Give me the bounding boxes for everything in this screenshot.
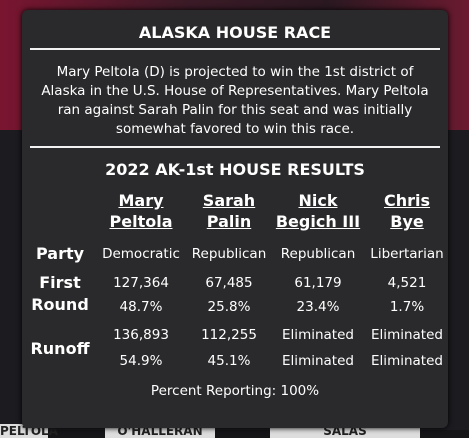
candidate-first-name: Chris xyxy=(383,191,431,210)
runoff-votes: 136,893 xyxy=(113,327,169,343)
runoff-votes: Eliminated xyxy=(282,327,354,343)
runoff-pct: 45.1% xyxy=(207,353,251,369)
modal-title: ALASKA HOUSE RACE xyxy=(138,23,332,42)
first-round-votes: 4,521 xyxy=(387,275,427,291)
description: Mary Peltola (D) is projected to win the… xyxy=(41,64,429,137)
candidate-last-name: Palin xyxy=(206,212,252,231)
row-label: Runoff xyxy=(30,339,90,358)
runoff-votes: Eliminated xyxy=(371,327,443,343)
divider xyxy=(30,146,440,148)
first-round-pct: 25.8% xyxy=(207,299,251,315)
candidate-last-name: Begich III xyxy=(275,212,361,231)
party: Libertarian xyxy=(370,246,444,262)
first-round-pct: 1.7% xyxy=(389,299,425,315)
candidate-last-name: Bye xyxy=(390,212,424,231)
divider xyxy=(30,48,440,50)
candidate-first-name: Nick xyxy=(298,191,338,210)
candidate-first-name: Mary xyxy=(118,191,164,210)
first-round-votes: 127,364 xyxy=(113,275,169,291)
footer: Percent Reporting: 100% xyxy=(150,383,320,399)
results-title: 2022 AK-1st HOUSE RESULTS xyxy=(105,160,365,179)
row-label: First Round xyxy=(31,273,89,314)
runoff-pct: Eliminated xyxy=(371,353,443,369)
results-modal: ALASKA HOUSE RACE Mary Peltola (D) is pr… xyxy=(22,10,448,428)
first-round-pct: 48.7% xyxy=(119,299,163,315)
runoff-pct: 54.9% xyxy=(119,353,163,369)
runoff-pct: Eliminated xyxy=(282,353,354,369)
row-label: Party xyxy=(35,244,85,263)
runoff-votes: 112,255 xyxy=(201,327,257,343)
first-round-votes: 67,485 xyxy=(205,275,253,291)
candidate-last-name: Peltola xyxy=(109,212,173,231)
party: Democratic xyxy=(102,246,180,262)
first-round-pct: 23.4% xyxy=(296,299,340,315)
candidate-first-name: Sarah xyxy=(202,191,256,210)
party: Republican xyxy=(280,246,356,262)
party: Republican xyxy=(191,246,267,262)
first-round-votes: 61,179 xyxy=(294,275,342,291)
